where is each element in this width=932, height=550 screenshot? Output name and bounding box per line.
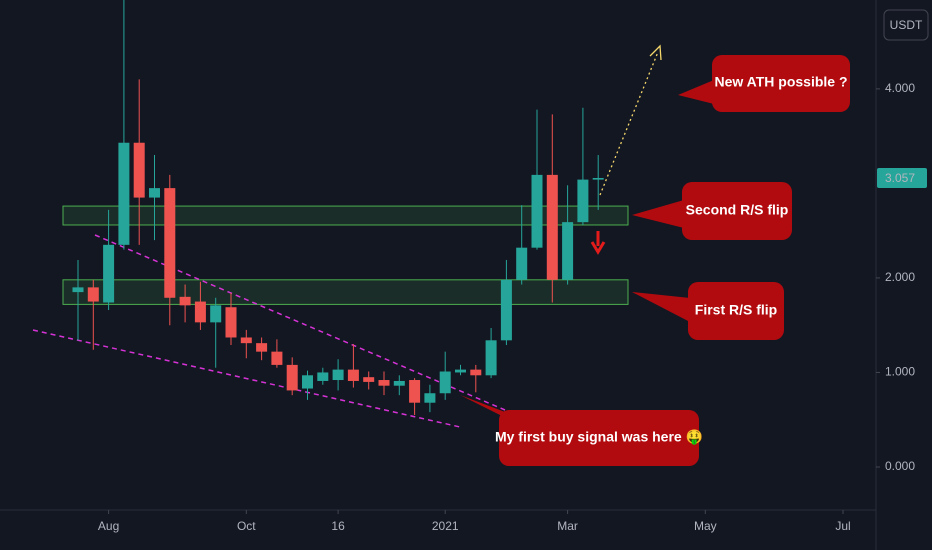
candle-body bbox=[286, 364, 298, 391]
currency-box[interactable] bbox=[883, 9, 929, 41]
candle-body bbox=[87, 287, 99, 302]
callout: New ATH possible ? bbox=[678, 55, 850, 112]
candle-body bbox=[149, 188, 160, 198]
sr-zone bbox=[62, 205, 629, 226]
callout-box bbox=[712, 55, 850, 112]
callout: My first buy signal was here 🤑 bbox=[460, 395, 703, 466]
candle-body bbox=[363, 377, 375, 382]
callout-box bbox=[499, 410, 699, 466]
candle-body bbox=[164, 188, 176, 298]
candle-body bbox=[409, 380, 421, 403]
x-tick-label: 16 bbox=[331, 519, 345, 533]
candle-body bbox=[562, 222, 574, 280]
candle-body bbox=[103, 244, 115, 303]
candle-body bbox=[592, 178, 604, 180]
candle-body bbox=[500, 279, 512, 341]
candle-body bbox=[225, 307, 237, 338]
last-price-label: 3.057 bbox=[885, 171, 915, 185]
candle-body bbox=[179, 296, 191, 306]
callout-box bbox=[682, 182, 792, 240]
y-tick-label: 0.000 bbox=[885, 459, 915, 473]
y-tick-label: 2.000 bbox=[885, 270, 915, 284]
candle-body bbox=[531, 174, 543, 248]
candle-body bbox=[516, 247, 528, 280]
candle-body bbox=[317, 372, 329, 381]
candle-body bbox=[332, 369, 344, 381]
candle-body bbox=[210, 305, 222, 323]
candle-body bbox=[577, 179, 589, 223]
x-tick-label: Jul bbox=[835, 519, 850, 533]
candle-body bbox=[133, 142, 145, 198]
candle-body bbox=[424, 393, 436, 403]
candle-body bbox=[393, 380, 405, 386]
candle-body bbox=[378, 380, 390, 386]
candle-body bbox=[485, 340, 497, 376]
candle-body bbox=[546, 174, 558, 280]
callout-pointer bbox=[678, 80, 714, 104]
x-tick-label: Mar bbox=[557, 519, 578, 533]
trend-line bbox=[94, 234, 506, 411]
candle-body bbox=[470, 369, 482, 376]
candle-body bbox=[118, 142, 130, 245]
callout-box bbox=[688, 282, 784, 340]
x-tick-label: 2021 bbox=[432, 519, 459, 533]
candle-body bbox=[439, 371, 451, 394]
candle-body bbox=[240, 337, 252, 344]
down-arrow bbox=[590, 231, 606, 255]
callout-pointer bbox=[632, 200, 684, 228]
annotation: My first buy signal was here 🤑 bbox=[495, 429, 703, 446]
candle-body bbox=[302, 375, 313, 389]
candle-body bbox=[194, 301, 206, 323]
candles bbox=[72, 0, 604, 415]
annotation: Second R/S flip bbox=[686, 202, 789, 218]
y-tick-label: 4.000 bbox=[885, 81, 915, 95]
candle-body bbox=[455, 369, 466, 373]
candle-body bbox=[347, 369, 359, 381]
currency-label[interactable]: USDT bbox=[890, 18, 923, 32]
annotation: First R/S flip bbox=[695, 302, 777, 318]
sr-zone bbox=[62, 279, 629, 305]
last-price-box bbox=[877, 168, 927, 189]
candle-body bbox=[271, 351, 283, 365]
callout: Second R/S flip bbox=[632, 182, 792, 240]
annotation: New ATH possible ? bbox=[714, 74, 847, 90]
x-tick-label: Aug bbox=[98, 519, 119, 533]
projection-arrow bbox=[599, 51, 659, 196]
callout: First R/S flip bbox=[632, 282, 784, 340]
x-tick-label: Oct bbox=[237, 519, 256, 533]
candle-body bbox=[72, 287, 84, 293]
callout-pointer bbox=[632, 292, 690, 322]
trend-line bbox=[32, 329, 461, 428]
y-tick-label: 1.000 bbox=[885, 365, 915, 379]
zones bbox=[62, 205, 629, 305]
candle-body bbox=[256, 343, 268, 352]
x-tick-label: May bbox=[694, 519, 717, 533]
arrow-head bbox=[649, 44, 662, 61]
